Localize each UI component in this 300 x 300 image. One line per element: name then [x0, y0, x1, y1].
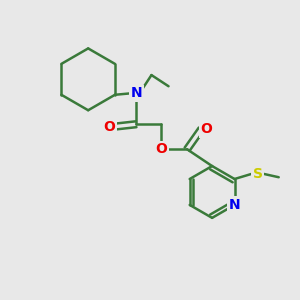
Text: S: S	[253, 167, 262, 181]
Text: O: O	[104, 120, 116, 134]
Text: N: N	[130, 86, 142, 100]
Text: O: O	[201, 122, 212, 136]
Text: N: N	[229, 198, 240, 212]
Text: O: O	[155, 142, 167, 156]
